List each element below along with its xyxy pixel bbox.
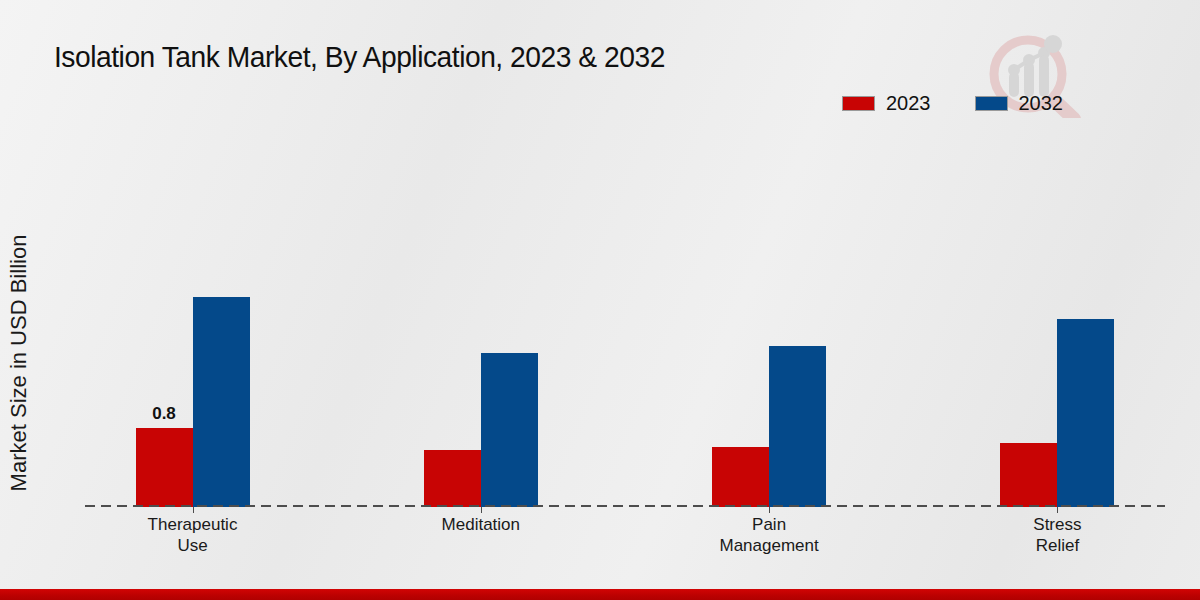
legend-label: 2023 [886, 92, 931, 115]
x-category-label-2: Pain Management [684, 514, 854, 556]
x-axis-baseline [85, 505, 1165, 507]
legend-label: 2032 [1019, 92, 1064, 115]
x-category-label-0: Therapeutic Use [108, 514, 278, 556]
x-axis-tick [1057, 507, 1058, 513]
bar-2032-category-0 [193, 297, 250, 507]
legend-item-2032: 2032 [975, 92, 1064, 115]
x-axis-tick [481, 507, 482, 513]
legend-swatch-2032 [975, 96, 1008, 111]
x-axis-tick [193, 507, 194, 513]
bar-2023-category-0 [136, 428, 193, 507]
legend-item-2023: 2023 [842, 92, 931, 115]
bar-value-label: 0.8 [134, 404, 194, 424]
legend-swatch-2023 [842, 96, 875, 111]
bar-2032-category-3 [1057, 319, 1114, 507]
chart-canvas: Isolation Tank Market, By Application, 2… [0, 0, 1200, 600]
bar-2023-category-3 [1000, 443, 1057, 507]
bar-2032-category-2 [769, 346, 826, 507]
bar-2032-category-1 [481, 353, 538, 507]
bar-2023-category-2 [712, 447, 769, 507]
bottom-accent-band [0, 589, 1200, 600]
x-axis-tick [769, 507, 770, 513]
x-category-label-3: Stress Relief [972, 514, 1142, 556]
legend: 2023 2032 [842, 92, 1063, 115]
bar-2023-category-1 [424, 450, 481, 507]
x-category-label-1: Meditation [396, 514, 566, 535]
